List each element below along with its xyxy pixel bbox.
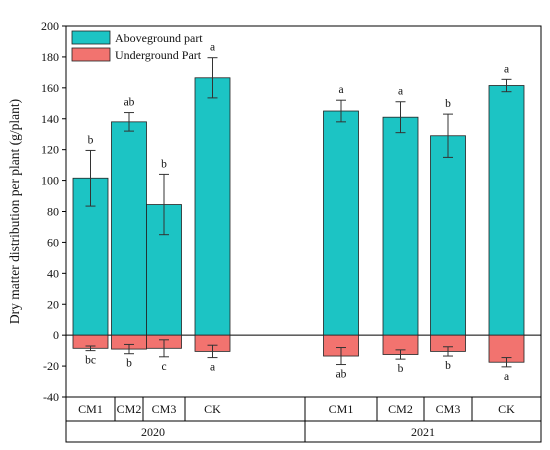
significance-label: b: [445, 98, 451, 110]
y-tick-label: 20: [47, 297, 59, 311]
aboveground-bar: [323, 110, 359, 336]
y-tick-label: 200: [41, 19, 59, 33]
y-tick-label: -20: [43, 359, 59, 373]
year-label: 2021: [411, 425, 435, 439]
legend-swatch: [71, 30, 111, 45]
category-label: CK: [498, 402, 515, 416]
significance-label: ab: [336, 369, 347, 381]
labels: -40 -20 0 20 40 60 80 100 120 140 160 180 200 Dry mat…: [7, 19, 515, 439]
significance-label: bc: [85, 355, 96, 367]
y-tick-label: 100: [41, 174, 59, 188]
y-tick-label: 80: [47, 205, 59, 219]
significance-label: b: [445, 360, 451, 372]
significance-label: b: [126, 358, 132, 370]
category-label: CM1: [329, 402, 354, 416]
category-label: CK: [204, 402, 221, 416]
significance-label: c: [161, 361, 166, 373]
aboveground-bar: [111, 121, 147, 336]
legend-label: Underground Part: [115, 48, 202, 62]
significance-label: b: [398, 363, 404, 375]
significance-label: a: [504, 371, 509, 383]
category-label: CM3: [436, 402, 461, 416]
bars: [72, 57, 525, 368]
y-tick-label: 40: [47, 266, 59, 280]
significance-label: a: [504, 63, 509, 75]
significance-label: a: [210, 42, 215, 54]
year-label: 2020: [141, 425, 165, 439]
aboveground-bar: [382, 116, 419, 336]
category-label: CM3: [152, 402, 177, 416]
y-tick-label: 180: [41, 50, 59, 64]
legend: Aboveground part Underground Part: [71, 30, 203, 62]
legend-label: Aboveground part: [115, 31, 203, 45]
category-label: CM2: [117, 402, 142, 416]
significance-label: b: [161, 158, 167, 170]
category-label: CM1: [78, 402, 103, 416]
category-label: CM2: [388, 402, 413, 416]
significance-label: b: [88, 134, 94, 146]
y-axis-title: Dry matter distribution per plant (g/pla…: [7, 99, 22, 324]
significance-label: a: [210, 362, 215, 374]
y-tick-label: -40: [43, 390, 59, 404]
y-tick-label: 120: [41, 143, 59, 157]
aboveground-bar: [430, 135, 466, 336]
y-tick-label: 0: [53, 328, 59, 342]
legend-swatch: [71, 47, 111, 62]
significance-label: ab: [124, 97, 135, 109]
significance-label: a: [398, 86, 403, 98]
plot-frame: [65, 25, 542, 443]
aboveground-bar: [488, 85, 525, 336]
significance-label: a: [338, 84, 343, 96]
y-tick-label: 60: [47, 235, 59, 249]
y-tick-label: 160: [41, 81, 59, 95]
y-tick-label: 140: [41, 112, 59, 126]
aboveground-bar: [194, 77, 231, 336]
